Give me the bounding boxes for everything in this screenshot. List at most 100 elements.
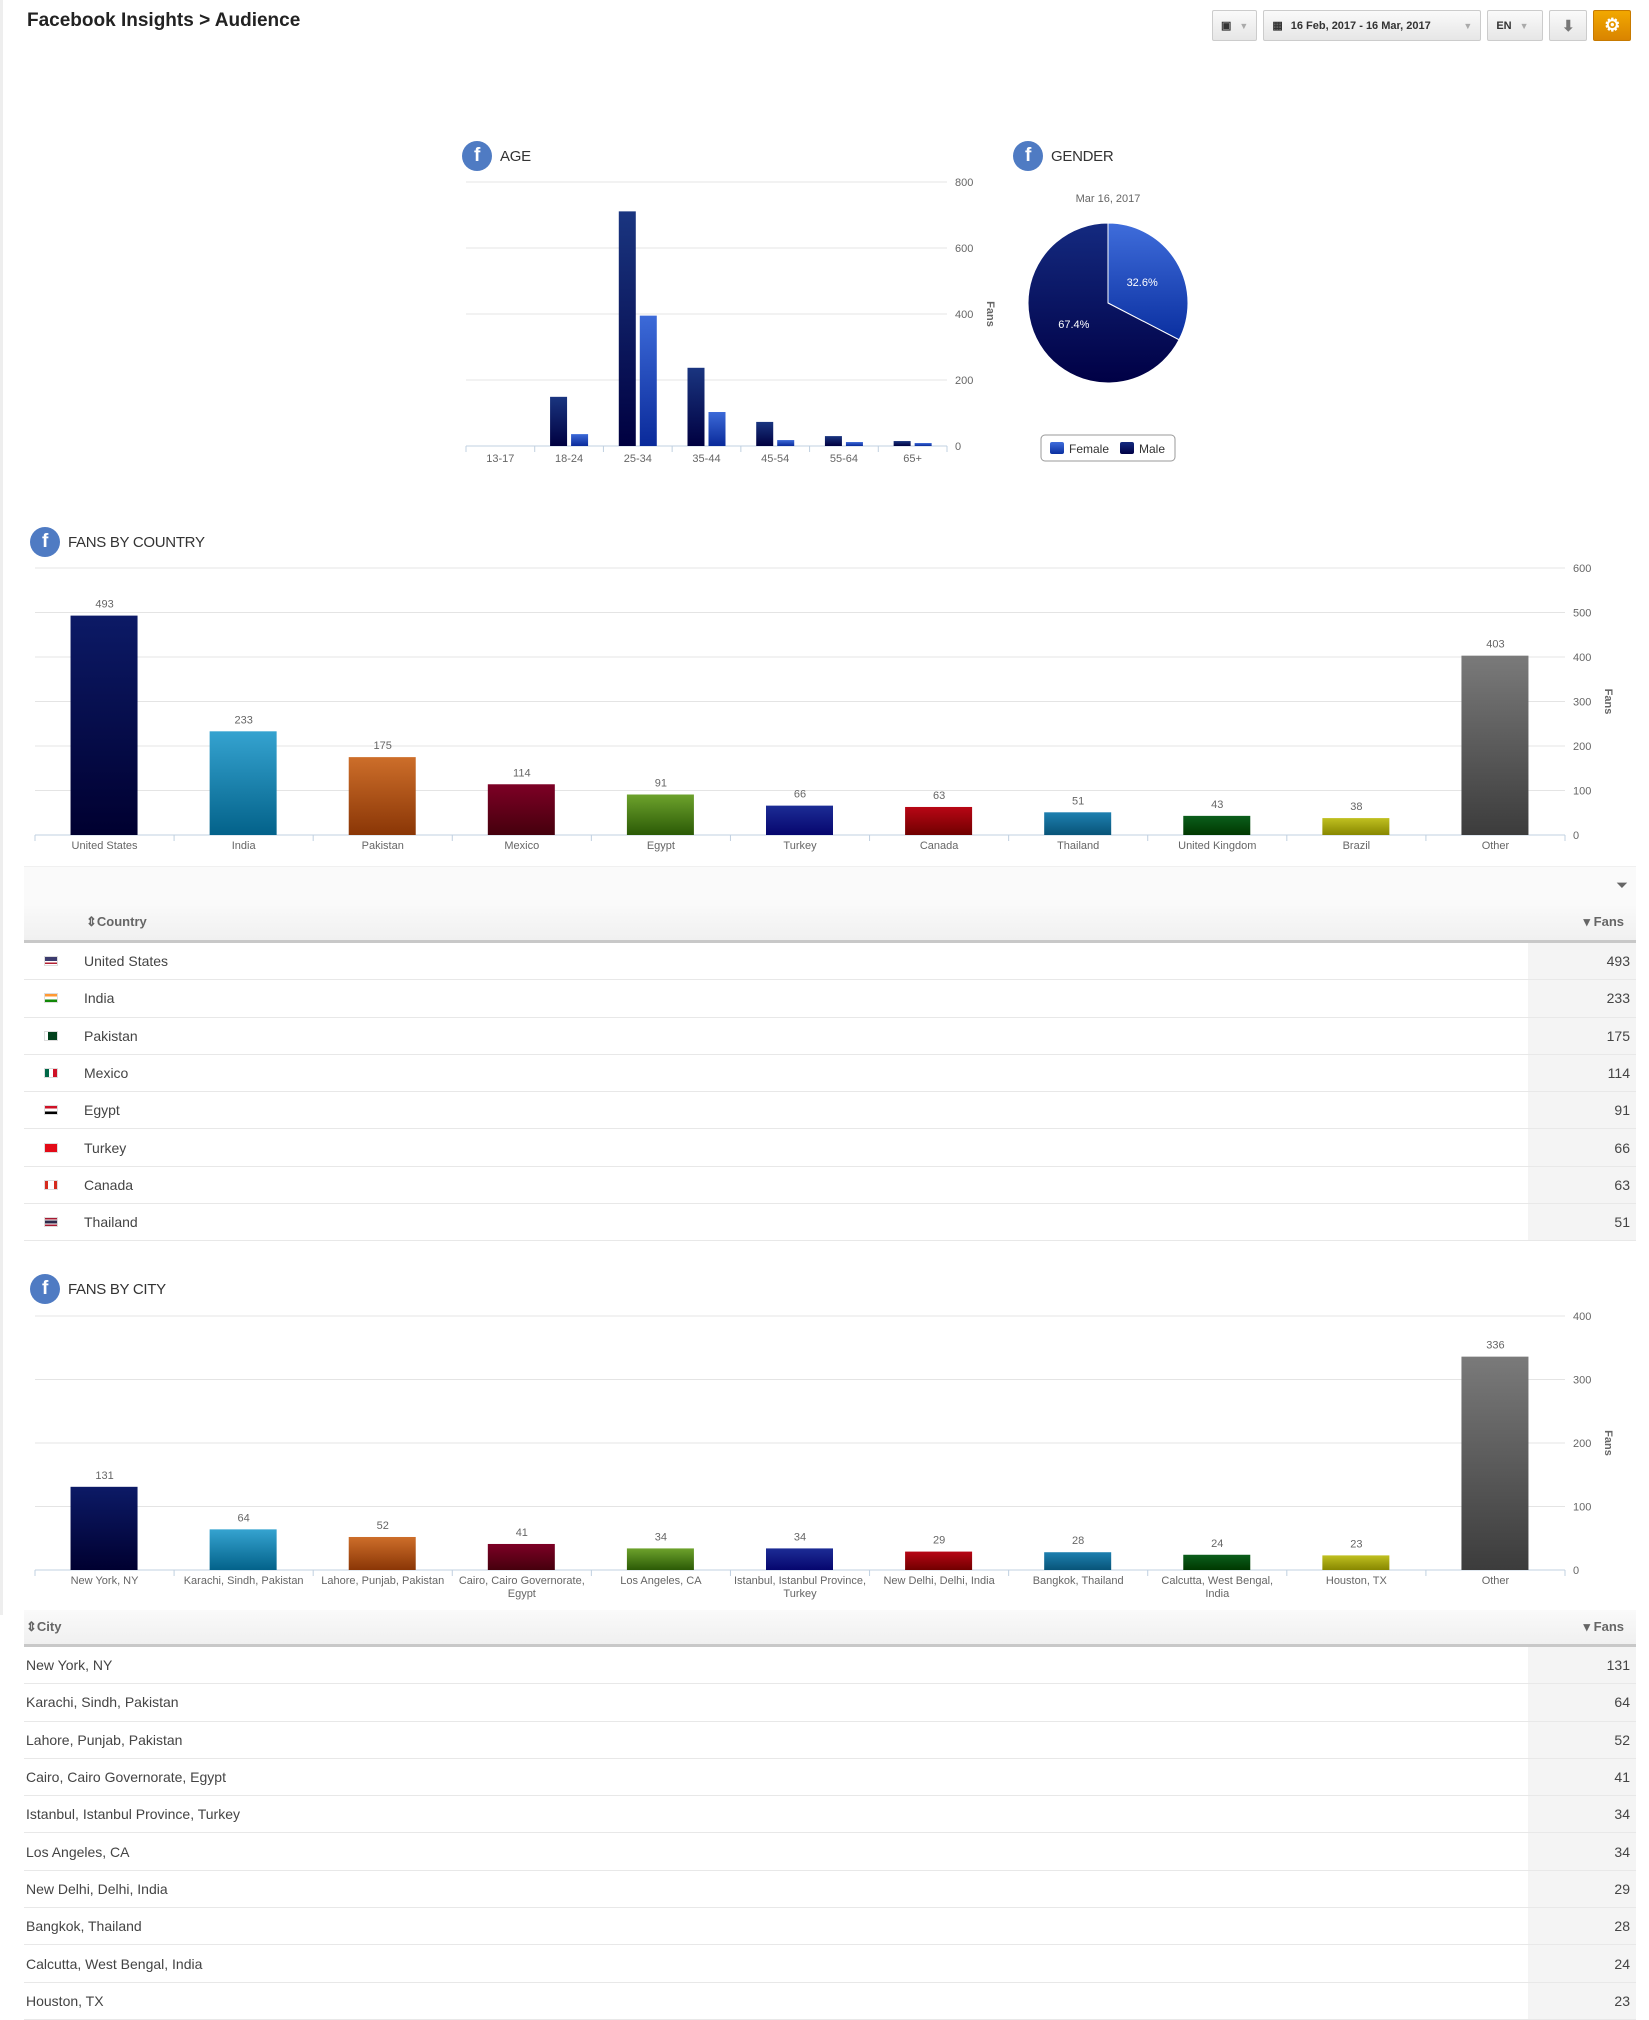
y-tick-label: 100 — [1573, 786, 1591, 798]
x-tick-label: Istanbul, Istanbul Province, Turkey — [734, 1575, 866, 1600]
x-tick-label: Brazil — [1343, 840, 1371, 852]
bar-cairo-cairo-governorate-egypt — [487, 1543, 555, 1570]
flag-icon — [44, 956, 58, 967]
table-row[interactable]: Turkey 66 — [24, 1129, 1636, 1167]
sort-fans-header[interactable]: ▾ Fans — [1583, 1619, 1624, 1634]
table-row[interactable]: Lahore, Punjab, Pakistan 52 — [24, 1721, 1636, 1759]
sort-country-header[interactable]: ⇕Country — [86, 914, 147, 929]
toolbar: ▣ ▼ ▦ 16 Feb, 2017 - 16 Mar, 2017 ▼ EN ▼ ⬇ ⚙ — [1212, 10, 1632, 41]
x-tick-label: Other — [1482, 1575, 1510, 1587]
sort-fans-header[interactable]: ▾ Fans — [1583, 914, 1624, 929]
facebook-icon: f — [30, 1274, 60, 1304]
name-cell: Cairo, Cairo Governorate, Egypt — [26, 1769, 226, 1786]
date-range-picker[interactable]: ▦ 16 Feb, 2017 - 16 Mar, 2017 ▼ — [1263, 10, 1482, 41]
table-row[interactable]: Cairo, Cairo Governorate, Egypt 41 — [24, 1758, 1636, 1797]
y-tick-label: 200 — [1573, 1438, 1591, 1450]
fans-cell: 34 — [1528, 1796, 1636, 1833]
page-border — [0, 0, 3, 1615]
sort-city-header[interactable]: ⇕City — [26, 1619, 62, 1634]
language-select[interactable]: EN ▼ — [1487, 10, 1544, 41]
y-tick-label: 400 — [955, 309, 973, 321]
table-row[interactable]: New York, NY 131 — [24, 1647, 1636, 1685]
label-line: Cairo, Cairo Governorate, — [459, 1575, 585, 1587]
legend-box — [1040, 434, 1176, 462]
filter-icon[interactable]: ⏷ — [1615, 877, 1628, 894]
y-tick-label: 0 — [1573, 1565, 1579, 1577]
flag-icon — [44, 1217, 58, 1228]
x-tick-label: Lahore, Punjab, Pakistan — [321, 1575, 444, 1587]
y-tick-label: 300 — [1573, 1375, 1591, 1387]
city-title: FANS BY CITY — [68, 1280, 166, 1298]
y-tick-label: 0 — [1573, 830, 1579, 842]
country-col-label: Country — [96, 914, 147, 929]
age-bar-male — [893, 441, 911, 446]
settings-button[interactable]: ⚙ — [1593, 10, 1632, 41]
table-row[interactable]: Egypt 91 — [24, 1092, 1636, 1130]
bar-egypt — [626, 794, 694, 835]
data-label: 28 — [1072, 1535, 1084, 1547]
bar-mexico — [487, 784, 555, 835]
bar-other — [1461, 1356, 1529, 1570]
fans-col-label: Fans — [1593, 914, 1624, 929]
download-button[interactable]: ⬇ — [1549, 10, 1588, 41]
table-row[interactable]: Canada 63 — [24, 1166, 1636, 1205]
name-cell: Thailand — [84, 1214, 138, 1231]
x-tick-label: 13-17 — [486, 453, 514, 465]
age-bar-female — [914, 443, 932, 446]
cube-icon: ▣ — [1221, 20, 1232, 32]
bar-turkey — [766, 805, 833, 835]
name-cell: United States — [84, 953, 169, 970]
fans-cell: 493 — [1528, 943, 1636, 980]
table-row[interactable]: India 233 — [24, 980, 1636, 1018]
legend-item-female: Female — [1069, 442, 1109, 456]
fans-cell: 175 — [1528, 1017, 1636, 1054]
table-row[interactable]: New Delhi, Delhi, India 29 — [24, 1870, 1636, 1909]
table-row[interactable]: Bangkok, Thailand 28 — [24, 1908, 1636, 1946]
x-tick-label: Calcutta, West Bengal, India — [1161, 1575, 1273, 1600]
page-title: Facebook Insights > Audience — [27, 10, 301, 31]
table-header: ⇕City ▾ Fans — [24, 1610, 1636, 1647]
bar-pakistan — [348, 757, 416, 835]
language-label: EN — [1496, 19, 1512, 32]
table-row[interactable]: Houston, TX 23 — [24, 1982, 1636, 2020]
age-bar-male — [824, 436, 842, 446]
name-cell: Karachi, Sindh, Pakistan — [26, 1694, 179, 1711]
data-label: 43 — [1211, 799, 1223, 811]
data-label: 63 — [933, 790, 945, 802]
data-label: 34 — [794, 1531, 806, 1543]
table-row[interactable]: Karachi, Sindh, Pakistan 64 — [24, 1684, 1636, 1722]
data-label: 233 — [234, 714, 252, 726]
name-cell: Canada — [84, 1176, 134, 1193]
flag-icon — [44, 1030, 58, 1041]
x-tick-label: Karachi, Sindh, Pakistan — [184, 1575, 304, 1587]
y-tick-label: 0 — [955, 441, 961, 453]
table-header: ⇕Country ▾ Fans — [24, 904, 1636, 943]
table-row[interactable]: Istanbul, Istanbul Province, Turkey 34 — [24, 1796, 1636, 1834]
fans-cell: 41 — [1528, 1758, 1636, 1796]
legend-item-male: Male — [1139, 442, 1165, 456]
table-row[interactable]: Mexico 114 — [24, 1054, 1636, 1093]
bar-united-kingdom — [1183, 815, 1251, 835]
bar-lahore-punjab-pakistan — [348, 1536, 416, 1570]
flag-icon — [44, 1142, 58, 1153]
city-section-title: f FANS BY CITY — [30, 1274, 166, 1304]
x-tick-label: Bangkok, Thailand — [1033, 1575, 1124, 1587]
table-row[interactable]: Pakistan 175 — [24, 1017, 1636, 1055]
city-table: ⇕City ▾ Fans New York, NY 131 Karachi, Sin… — [24, 1610, 1636, 2020]
bar-houston-tx — [1322, 1555, 1390, 1570]
data-label: 91 — [655, 778, 667, 790]
label-line: Calcutta, West Bengal, — [1161, 1575, 1273, 1587]
x-tick-label: Houston, TX — [1326, 1575, 1388, 1587]
table-row[interactable]: Thailand 51 — [24, 1204, 1636, 1242]
data-label: 403 — [1486, 639, 1504, 651]
y-tick-label: 800 — [955, 177, 973, 189]
table-row[interactable]: Calcutta, West Bengal, India 24 — [24, 1945, 1636, 1983]
x-tick-label: Thailand — [1057, 840, 1099, 852]
table-row[interactable]: Los Angeles, CA 34 — [24, 1833, 1636, 1871]
label-line: Istanbul, Istanbul Province, — [734, 1575, 866, 1587]
y-tick-label: 200 — [955, 375, 973, 387]
age-bar-female — [571, 434, 589, 446]
y-axis-title: Fans — [1602, 1430, 1614, 1456]
table-row[interactable]: United States 493 — [24, 943, 1636, 981]
widget-menu-button[interactable]: ▣ ▼ — [1212, 10, 1258, 41]
